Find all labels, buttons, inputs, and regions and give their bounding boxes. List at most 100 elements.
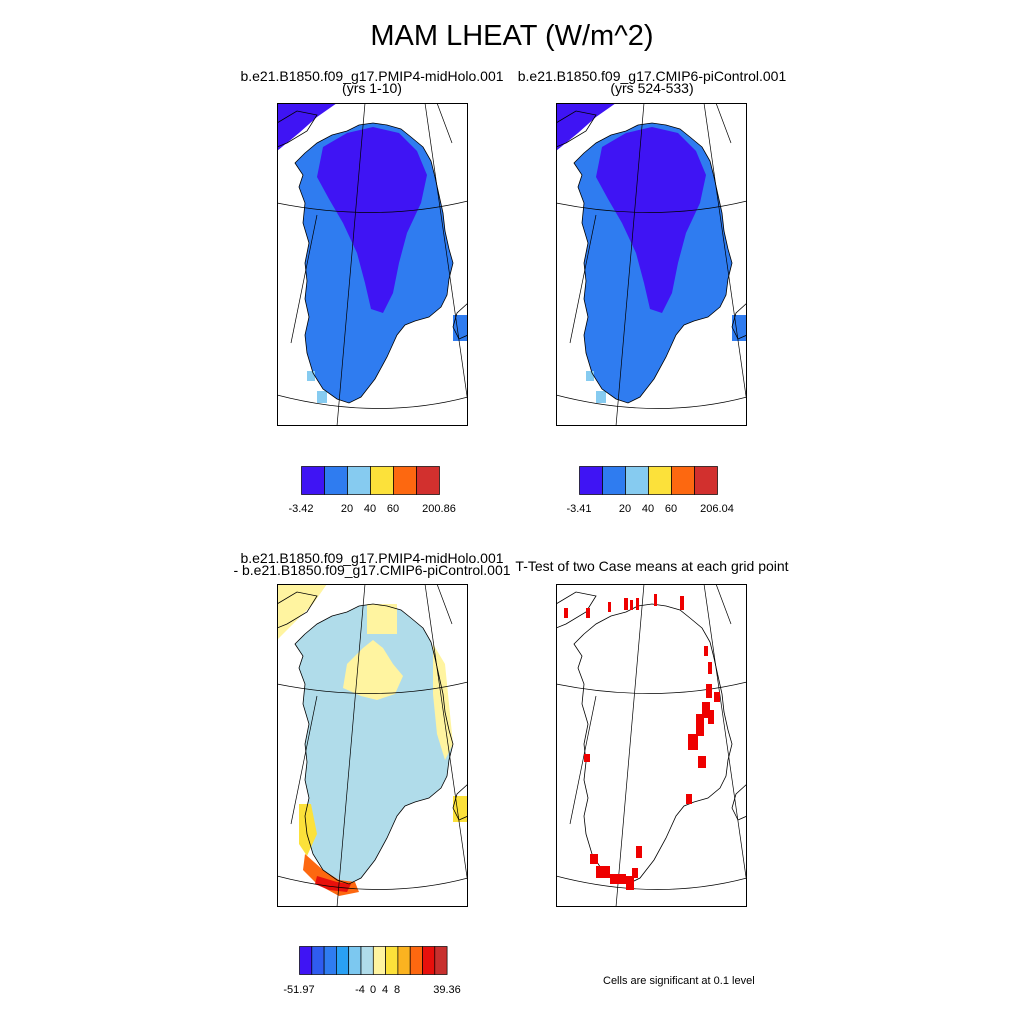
diff-lon-line-1 bbox=[336, 584, 366, 907]
case2-colorbar-label-4: 60 bbox=[664, 503, 678, 515]
diff-lat-line-south bbox=[277, 875, 468, 890]
case1-colorbar-box-3 bbox=[347, 466, 371, 495]
diff-colorbar-label-6: 39.36 bbox=[433, 984, 461, 996]
case2-colorbar-label-3: 40 bbox=[641, 503, 655, 515]
diff-colorbar-labels: -51.97 -4 0 4 8 39.36 bbox=[283, 984, 469, 998]
diff-colorbar-box-9 bbox=[397, 946, 411, 975]
case1-lat-line-south bbox=[277, 394, 468, 409]
ttest-title: T-Test of two Case means at each grid po… bbox=[512, 559, 792, 573]
case2-colorbar-box-3 bbox=[625, 466, 649, 495]
case1-colorbar-label-1: -3.42 bbox=[288, 503, 314, 515]
ttest-significant-cell-8 bbox=[680, 596, 684, 610]
ttest-graticule bbox=[556, 584, 747, 907]
ttest-frame bbox=[556, 584, 747, 907]
case2-colorbar bbox=[579, 466, 718, 495]
main-title: MAM LHEAT (W/m^2) bbox=[370, 20, 654, 52]
ttest-lon-line-3 bbox=[569, 695, 597, 825]
case1-colorbar bbox=[301, 466, 440, 495]
significance-note: Cells are significant at 0.1 level bbox=[603, 975, 755, 987]
case1-field-light-1 bbox=[317, 391, 327, 403]
case1-colorbar-box-5 bbox=[393, 466, 417, 495]
case1-title-line2: (yrs 1-10) bbox=[342, 80, 402, 96]
ttest-lon-line-4 bbox=[715, 584, 732, 625]
ttest-background bbox=[556, 584, 747, 907]
case1-colorbar-box-2 bbox=[324, 466, 348, 495]
case2-colorbar-label-2: 20 bbox=[618, 503, 632, 515]
ttest-significant-cell-20 bbox=[584, 754, 590, 762]
case1-lon-line-2 bbox=[424, 103, 468, 404]
case2-map bbox=[556, 103, 747, 426]
case2-lat-line-north bbox=[556, 200, 747, 213]
ttest-significant-cell-7 bbox=[654, 594, 657, 606]
diff-title-line2: - b.e21.B1850.f09_g17.CMIP6-piControl.00… bbox=[233, 562, 511, 578]
case2-graticule bbox=[556, 103, 747, 426]
case1-coastline-east bbox=[452, 302, 468, 340]
case1-title: b.e21.B1850.f09_g17.PMIP4-midHolo.001 (y… bbox=[232, 68, 512, 96]
case2-lon-line-3 bbox=[569, 214, 597, 344]
case1-colorbar-box-1 bbox=[301, 466, 325, 495]
case1-graticule bbox=[277, 103, 468, 426]
case2-colorbar-label-1: -3.41 bbox=[566, 503, 592, 515]
diff-colorbar-box-4 bbox=[336, 946, 350, 975]
ttest-significant-cell-26 bbox=[636, 846, 642, 858]
ttest-significant-cell-13 bbox=[702, 702, 710, 718]
diff-frame bbox=[277, 584, 468, 907]
ttest-significant-cell-17 bbox=[696, 724, 702, 736]
case2-lon-line-4 bbox=[715, 103, 732, 144]
diff-field-north-yellow-2 bbox=[367, 604, 397, 634]
case1-frame bbox=[277, 103, 468, 426]
case1-colorbar-label-2: 20 bbox=[340, 503, 354, 515]
case1-lon-line-1 bbox=[336, 103, 366, 426]
ttest-significant-cell-19 bbox=[686, 794, 692, 804]
diff-field-light-blue bbox=[295, 604, 453, 884]
case1-colorbar-labels: -3.42 20 40 60 200.86 bbox=[288, 503, 461, 517]
diff-colorbar-box-2 bbox=[311, 946, 325, 975]
ttest-significant-cell-5 bbox=[630, 600, 633, 610]
case1-colorbar-box-6 bbox=[416, 466, 440, 495]
ttest-significant-cell-24 bbox=[626, 876, 634, 890]
ttest-significant-cell-3 bbox=[608, 602, 611, 612]
diff-field-north-yellow bbox=[277, 584, 327, 640]
case1-title-line1: b.e21.B1850.f09_g17.PMIP4-midHolo.001 bbox=[240, 68, 504, 84]
diff-colorbar-box-12 bbox=[434, 946, 448, 975]
ttest-significant-cell-23 bbox=[610, 874, 626, 884]
case1-colorbar-label-3: 40 bbox=[363, 503, 377, 515]
case2-colorbar-box-2 bbox=[602, 466, 626, 495]
diff-lon-line-3 bbox=[290, 695, 318, 825]
diff-lat-line-north bbox=[277, 681, 468, 694]
ttest-significant-cell-18 bbox=[698, 756, 706, 768]
diff-colorbar-box-5 bbox=[348, 946, 362, 975]
ttest-coastline-east bbox=[731, 783, 747, 821]
diff-colorbar-box-6 bbox=[360, 946, 374, 975]
diff-field-central-yellow bbox=[343, 640, 403, 700]
diff-colorbar-box-8 bbox=[385, 946, 399, 975]
diff-colorbar-label-1: -51.97 bbox=[283, 984, 315, 996]
case2-colorbar-labels: -3.41 20 40 60 206.04 bbox=[566, 503, 739, 517]
case1-colorbar-label-5: 200.86 bbox=[422, 503, 456, 515]
ttest-coastline bbox=[573, 603, 733, 885]
case2-title: b.e21.B1850.f09_g17.CMIP6-piControl.001 … bbox=[512, 69, 792, 96]
case2-colorbar-box-4 bbox=[648, 466, 672, 495]
case1-coastline bbox=[294, 122, 454, 404]
case2-title-line2: (yrs 524-533) bbox=[610, 80, 694, 96]
case1-coastline-ellesmere bbox=[277, 110, 318, 148]
ttest-lon-line-1 bbox=[615, 584, 645, 907]
diff-colorbar-label-4: 4 bbox=[381, 984, 389, 996]
case2-frame bbox=[556, 103, 747, 426]
case2-lon-line-1 bbox=[615, 103, 645, 426]
diff-lon-line-4 bbox=[436, 584, 453, 625]
ttest-significant-cell-16 bbox=[688, 734, 698, 750]
ttest-significant-cell-10 bbox=[708, 662, 712, 674]
ttest-significant-cell-12 bbox=[714, 692, 720, 702]
case2-colorbar-box-6 bbox=[694, 466, 718, 495]
case2-field-light-2 bbox=[586, 371, 594, 381]
case1-field-dark bbox=[317, 127, 427, 313]
case2-lon-line-2 bbox=[703, 103, 747, 404]
case2-colorbar-label-5: 206.04 bbox=[700, 503, 734, 515]
case2-coastline bbox=[573, 122, 733, 404]
case2-colorbar-box-5 bbox=[671, 466, 695, 495]
diff-lon-line-2 bbox=[424, 584, 468, 885]
diff-colorbar-box-7 bbox=[372, 946, 386, 975]
case2-field-dark bbox=[596, 127, 706, 313]
ttest-significant-cell-11 bbox=[706, 684, 712, 698]
